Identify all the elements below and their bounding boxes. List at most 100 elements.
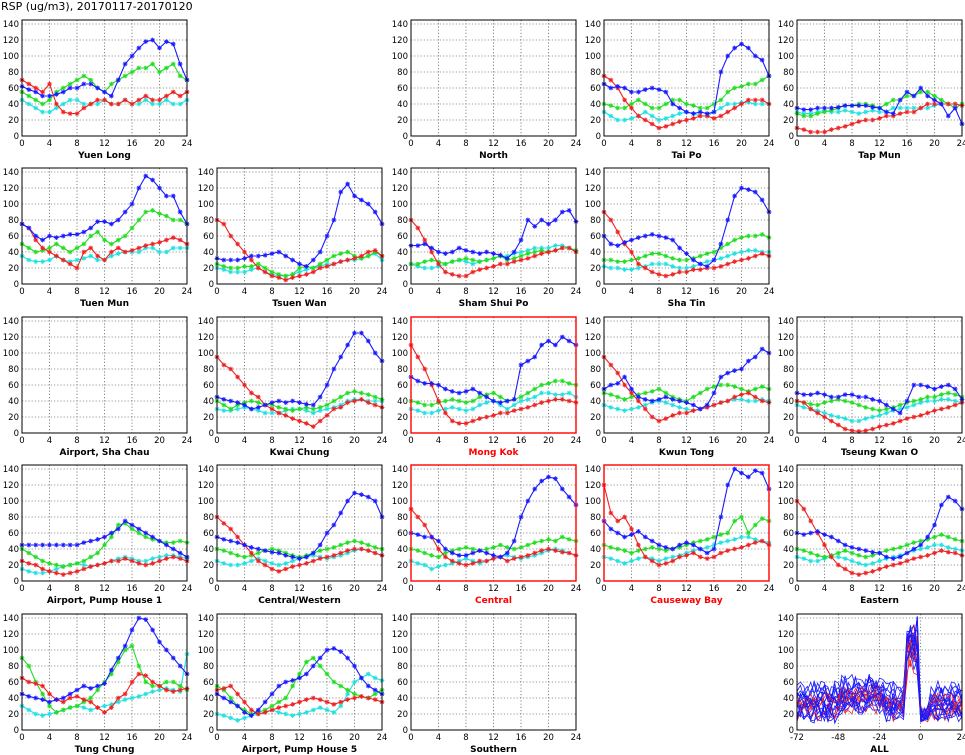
x-tick-label: 16	[127, 139, 138, 149]
data-point-green	[88, 695, 94, 701]
data-point-red	[877, 116, 882, 121]
y-tick-label: 60	[397, 678, 408, 688]
data-point-blue	[525, 498, 531, 504]
data-point-red	[297, 273, 302, 279]
data-point-blue	[115, 77, 121, 83]
data-point-blue	[269, 691, 275, 697]
data-point-red	[352, 256, 357, 261]
data-point-cyan	[47, 257, 52, 263]
y-tick-label: 140	[392, 168, 408, 178]
data-point-blue	[338, 354, 344, 360]
data-point-red	[718, 264, 724, 269]
panel-title: Airport, Pump House 1	[47, 596, 162, 606]
x-tick-label: 12	[294, 584, 305, 594]
y-tick-label: 60	[203, 381, 214, 391]
data-point-blue	[649, 85, 655, 91]
data-point-red	[870, 569, 876, 574]
data-point-red	[739, 257, 744, 263]
y-tick-label: 120	[778, 481, 794, 491]
data-point-blue	[642, 534, 648, 540]
y-tick-label: 120	[585, 184, 601, 194]
data-point-green	[849, 550, 855, 556]
data-point-green	[704, 105, 710, 111]
y-tick-label: 120	[198, 630, 214, 640]
x-tick-label: 20	[543, 584, 554, 594]
y-tick-label: 100	[778, 349, 794, 359]
data-point-cyan	[228, 562, 234, 568]
data-point-green	[170, 217, 176, 223]
x-tick-label: 0	[19, 584, 24, 594]
data-point-red	[670, 413, 676, 418]
data-point-blue	[33, 695, 39, 701]
x-tick-label: 24	[377, 436, 388, 446]
data-point-red	[269, 566, 275, 572]
data-point-cyan	[952, 398, 958, 404]
data-point-cyan	[415, 408, 421, 413]
data-point-red	[463, 421, 469, 426]
data-point-red	[372, 697, 378, 702]
panel-title: North	[479, 151, 508, 161]
data-point-cyan	[559, 392, 565, 397]
x-tick-label: 8	[269, 287, 274, 297]
data-point-green	[718, 382, 724, 388]
data-point-blue	[108, 530, 114, 536]
y-tick-label: 140	[778, 317, 794, 327]
data-point-green	[47, 561, 52, 566]
data-point-red	[559, 245, 565, 251]
data-point-blue	[877, 550, 882, 556]
data-point-red	[656, 418, 662, 424]
data-point-green	[649, 105, 655, 111]
data-point-red	[456, 421, 462, 426]
data-point-red	[331, 553, 337, 558]
x-tick-label: 24	[764, 287, 775, 297]
data-point-green	[88, 554, 94, 560]
data-point-green	[739, 514, 744, 520]
y-tick-label: 20	[8, 116, 19, 126]
data-point-red	[670, 272, 676, 277]
data-point-red	[863, 428, 869, 433]
data-point-red	[684, 410, 689, 416]
data-point-green	[552, 538, 558, 544]
data-point-green	[269, 269, 275, 275]
data-point-cyan	[877, 558, 882, 564]
data-point-red	[442, 410, 448, 416]
data-point-red	[108, 249, 114, 255]
data-point-red	[497, 410, 503, 416]
data-point-green	[732, 85, 738, 91]
data-point-blue	[752, 354, 758, 360]
y-tick-label: 20	[8, 264, 19, 274]
data-point-red	[60, 572, 66, 577]
data-point-blue	[177, 663, 183, 669]
y-tick-label: 40	[8, 248, 19, 258]
x-tick-label: 16	[709, 139, 720, 149]
data-point-cyan	[690, 264, 696, 269]
data-point-red	[122, 556, 128, 561]
data-point-red	[422, 522, 428, 528]
data-point-blue	[26, 542, 32, 548]
data-point-cyan	[663, 261, 669, 267]
data-point-blue	[491, 251, 496, 256]
data-point-blue	[704, 264, 710, 269]
data-point-red	[102, 710, 107, 715]
data-point-green	[615, 259, 621, 264]
data-point-blue	[877, 105, 882, 111]
data-point-green	[331, 545, 337, 550]
data-point-red	[690, 267, 696, 272]
data-point-blue	[477, 548, 483, 553]
data-point-blue	[122, 518, 128, 524]
data-point-blue	[745, 45, 751, 51]
data-point-cyan	[752, 537, 758, 542]
data-point-green	[352, 691, 357, 697]
data-point-cyan	[429, 410, 435, 416]
data-point-blue	[456, 245, 462, 251]
data-point-blue	[663, 394, 669, 400]
panel-frame	[410, 19, 577, 137]
data-point-cyan	[629, 116, 634, 121]
y-tick-label: 100	[392, 52, 408, 62]
data-point-cyan	[338, 703, 344, 709]
y-tick-label: 0	[403, 726, 408, 736]
data-point-green	[952, 537, 958, 542]
data-point-cyan	[157, 554, 162, 560]
data-point-red	[622, 97, 628, 103]
x-tick-label: -72	[790, 733, 804, 743]
